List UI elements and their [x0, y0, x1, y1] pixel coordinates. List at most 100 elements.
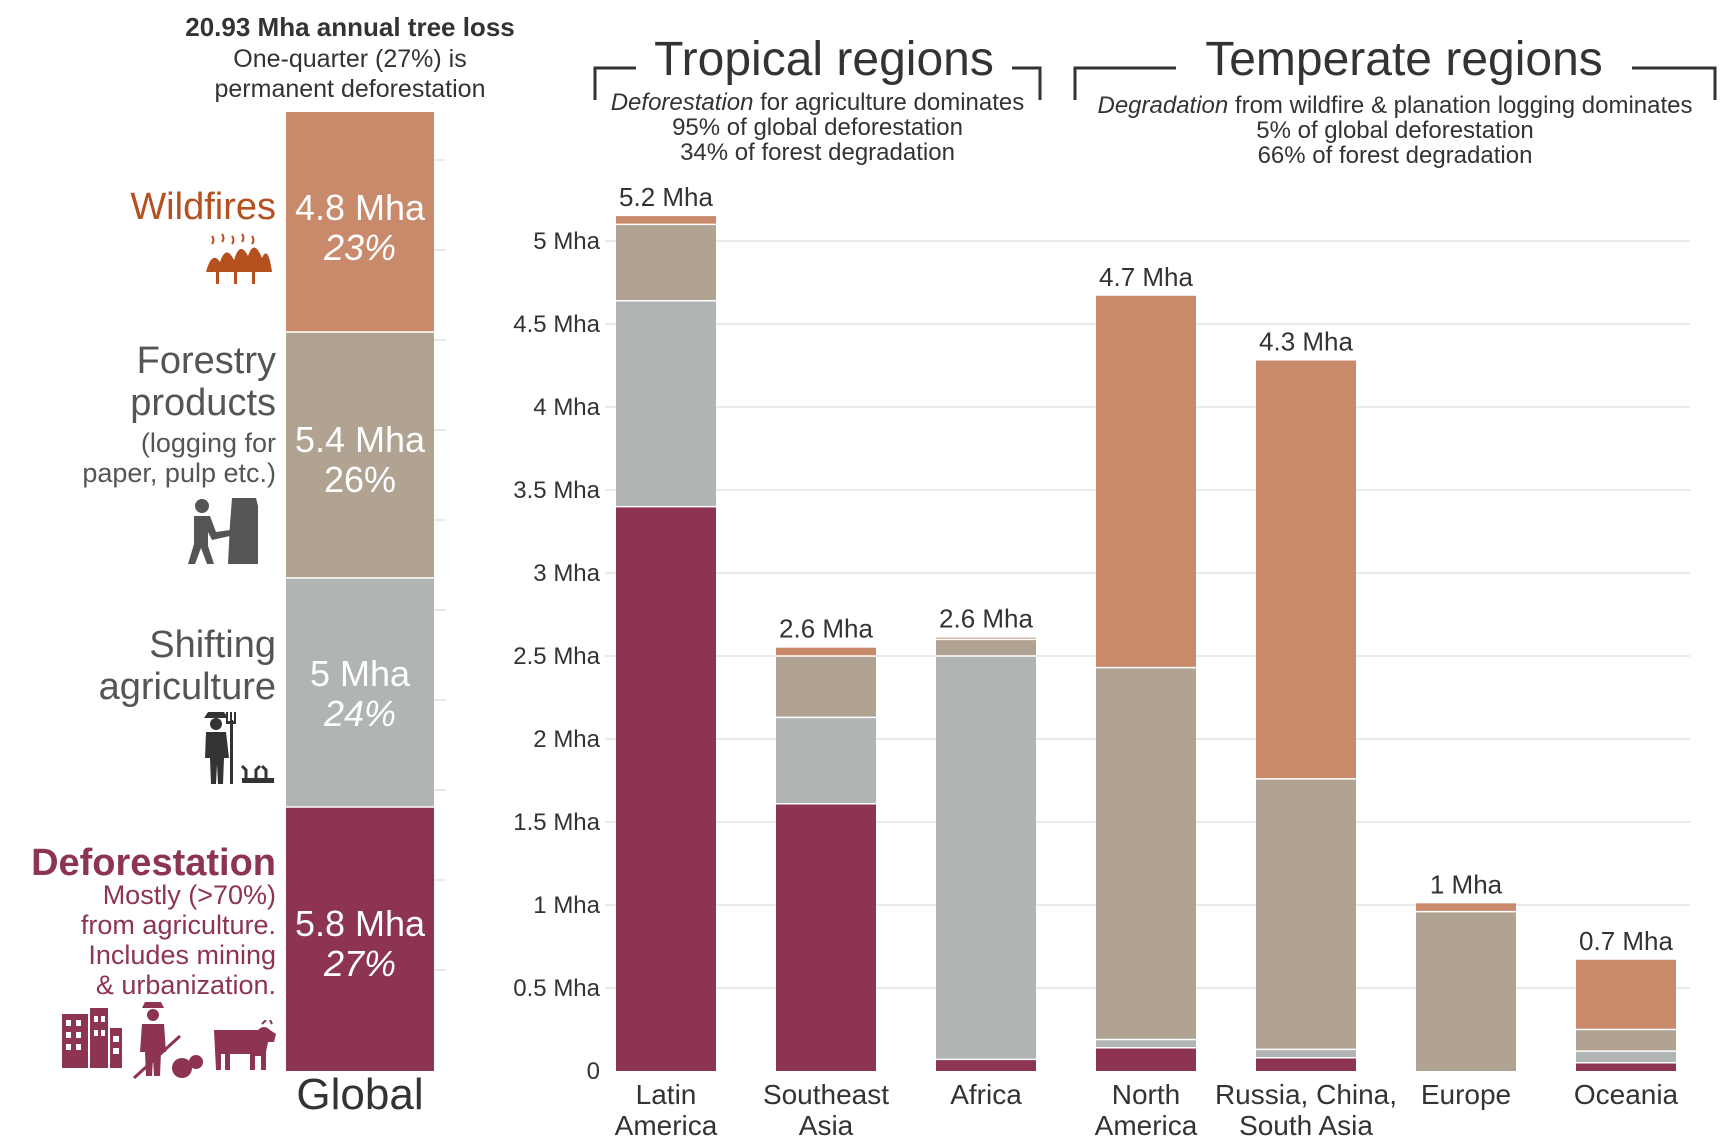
- temperate-subtitle-line1: Degradation from wildfire & planation lo…: [1097, 92, 1693, 119]
- global-subtitle-line1: One-quarter (27%) is: [233, 45, 467, 73]
- category-shifting-title-line1: Shifting: [149, 624, 276, 666]
- x-category-label: America: [615, 1110, 718, 1141]
- x-category-label: Africa: [950, 1079, 1022, 1110]
- tropical-subtitle-line2: 95% of global deforestation: [672, 114, 963, 141]
- temperate-subtitle: Degradation from wildfire & planation lo…: [1075, 93, 1715, 168]
- category-forestry-title-line2: products: [130, 382, 276, 424]
- global-title: 20.93 Mha annual tree loss: [185, 12, 515, 42]
- temperate-subtitle-line2: 5% of global deforestation: [1256, 117, 1534, 144]
- category-deforestation-sub-line4: & urbanization.: [95, 970, 276, 1000]
- y-tick-label: 4.5 Mha: [513, 311, 600, 338]
- y-tick-label: 5 Mha: [533, 228, 600, 255]
- bar-segment-forestry: [1576, 1029, 1676, 1052]
- category-forestry-sub-line2: paper, pulp etc.): [82, 458, 276, 488]
- bar-segment-wildfires: [616, 216, 716, 225]
- bar-segment-forestry: [776, 656, 876, 718]
- bar-segment-shifting: [936, 656, 1036, 1060]
- wildfire-icon: [206, 233, 272, 284]
- bar-segment-forestry: [1256, 778, 1356, 1050]
- bar-total-label: 4.3 Mha: [1259, 327, 1353, 357]
- bar-segment-wildfires: [1576, 959, 1676, 1030]
- x-category-label: Europe: [1421, 1079, 1511, 1110]
- global-segment-forestry: [286, 332, 434, 578]
- global-pct-wildfires: 23%: [323, 227, 397, 268]
- x-category-label: Southeast: [763, 1079, 889, 1110]
- bar-segment-forestry: [936, 639, 1036, 656]
- category-forestry-sub-line1: (logging for: [140, 428, 276, 458]
- bar-segment-wildfires: [1256, 360, 1356, 779]
- bar-segment-deforestation: [776, 803, 876, 1071]
- global-pct-shifting: 24%: [323, 693, 397, 734]
- bar-segment-forestry: [1416, 911, 1516, 1071]
- global-segment-deforestation: [286, 807, 434, 1071]
- bar-segment-forestry: [616, 224, 716, 301]
- category-deforestation-sub-line1: Mostly (>70%): [102, 880, 276, 910]
- bar-total-label: 2.6 Mha: [939, 604, 1033, 634]
- global-subtitle: One-quarter (27%) is permanent deforesta…: [150, 44, 550, 104]
- category-forestry-title: Forestry products: [130, 340, 276, 424]
- bar-segment-shifting: [1256, 1049, 1356, 1058]
- category-shifting-title-line2: agriculture: [98, 666, 276, 708]
- y-tick-label: 1 Mha: [533, 892, 600, 919]
- y-tick-label: 2.5 Mha: [513, 643, 600, 670]
- bar-segment-deforestation: [1576, 1062, 1676, 1071]
- bar-segment-shifting: [616, 300, 716, 507]
- bar-segment-shifting: [776, 717, 876, 804]
- y-tick-label: 4 Mha: [533, 394, 600, 421]
- x-category-label: North: [1112, 1079, 1180, 1110]
- harvester-icon: [132, 1002, 203, 1080]
- temperate-subtitle-line3: 66% of forest degradation: [1257, 142, 1533, 169]
- x-category-label: Latin: [636, 1079, 697, 1110]
- category-shifting-title: Shifting agriculture: [99, 624, 276, 708]
- cattle-icon: [214, 1020, 276, 1070]
- global-value-deforestation: 5.8 Mha: [294, 903, 426, 944]
- logger-icon: [188, 498, 258, 564]
- bar-segment-deforestation: [1256, 1057, 1356, 1071]
- bar-segment-wildfires: [1416, 903, 1516, 912]
- global-value-shifting: 5 Mha: [309, 653, 411, 694]
- category-deforestation-sub: Mostly (>70%) from agriculture. Includes…: [81, 880, 276, 1000]
- global-label-shifting: 5 Mha 24%: [286, 654, 434, 734]
- category-wildfires-title: Wildfires: [130, 186, 276, 228]
- global-bar-label: Global: [296, 1070, 424, 1119]
- farmer-icon: [204, 712, 274, 784]
- x-category-label: Oceania: [1574, 1079, 1679, 1110]
- bar-segment-shifting: [1096, 1039, 1196, 1048]
- global-label-forestry: 5.4 Mha 26%: [286, 420, 434, 500]
- y-tick-label: 1.5 Mha: [513, 809, 600, 836]
- global-value-forestry: 5.4 Mha: [294, 419, 426, 460]
- bar-segment-shifting: [1576, 1051, 1676, 1063]
- bar-segment-deforestation: [616, 506, 716, 1072]
- x-category-label: Asia: [799, 1110, 854, 1141]
- y-tick-label: 0: [587, 1058, 600, 1085]
- category-deforestation-title: Deforestation: [31, 842, 276, 884]
- y-tick-label: 0.5 Mha: [513, 975, 600, 1002]
- buildings-icon: [62, 1008, 122, 1068]
- global-bar-ticks: [434, 159, 446, 971]
- category-forestry-title-line1: Forestry: [136, 340, 276, 382]
- tropical-subtitle-line1: Deforestation for agriculture dominates: [610, 89, 1025, 116]
- global-label-deforestation: 5.8 Mha 27%: [286, 904, 434, 984]
- global-value-wildfires: 4.8 Mha: [294, 187, 426, 228]
- tropical-title: Tropical regions: [636, 32, 1012, 87]
- global-pct-forestry: 26%: [323, 459, 397, 500]
- global-segment-shifting: [286, 578, 434, 807]
- tropical-subtitle: Deforestation for agriculture dominates …: [585, 90, 1050, 165]
- x-category-label: Russia, China,: [1215, 1079, 1397, 1110]
- bar-total-label: 5.2 Mha: [619, 182, 713, 212]
- bar-segment-wildfires: [1096, 295, 1196, 668]
- temperate-title: Temperate regions: [1176, 32, 1632, 87]
- bar-total-label: 4.7 Mha: [1099, 262, 1193, 292]
- y-tick-label: 3.5 Mha: [513, 477, 600, 504]
- y-tick-label: 3 Mha: [533, 560, 600, 587]
- global-segment-wildfires: [286, 112, 434, 332]
- global-label-wildfires: 4.8 Mha 23%: [286, 188, 434, 268]
- tropical-subtitle-line3: 34% of forest degradation: [680, 139, 955, 166]
- bar-segment-deforestation: [936, 1059, 1036, 1071]
- bar-total-label: 2.6 Mha: [779, 614, 873, 644]
- bar-segment-wildfires: [776, 647, 876, 656]
- bar-total-label: 1 Mha: [1430, 869, 1503, 899]
